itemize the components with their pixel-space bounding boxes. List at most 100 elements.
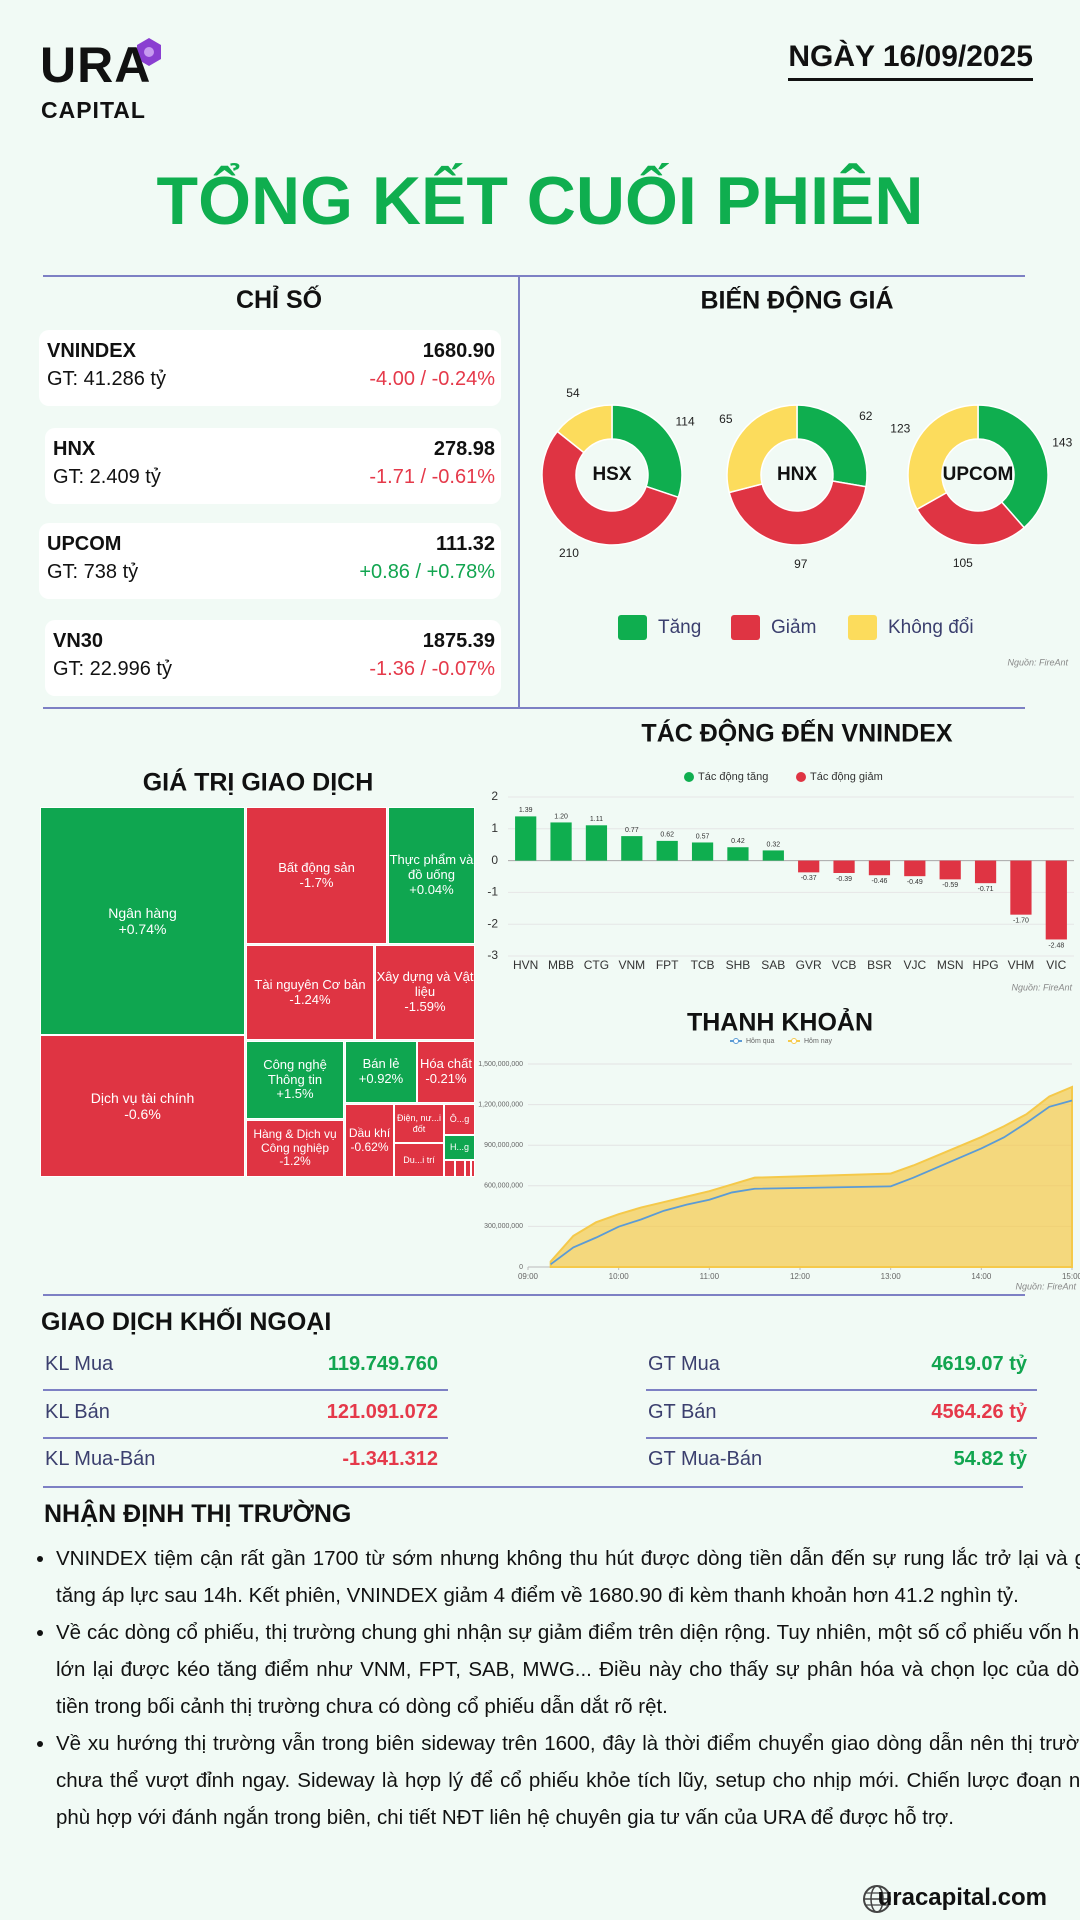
- donut-center: UPCOM: [943, 464, 1014, 485]
- tile-name: Tài nguyên Cơ bản: [254, 976, 366, 992]
- bar: [585, 825, 608, 861]
- commentary-list: VNINDEX tiệm cận rất gần 1700 từ sớm như…: [28, 1540, 1080, 1836]
- index-value: 1680.90: [422, 340, 495, 362]
- tile-name: Xây dựng và Vật liệu: [376, 969, 474, 1000]
- x-tick-label: SHB: [726, 958, 751, 972]
- y-tick-label: -1: [487, 885, 498, 899]
- tile-value: -1.2%: [279, 1154, 311, 1169]
- index-gt: GT: 738 tỷ: [47, 561, 139, 583]
- legend-dot: [733, 1038, 739, 1044]
- bar: [656, 840, 678, 861]
- foreign-label: GT Bán: [648, 1401, 717, 1423]
- bar: [833, 860, 855, 874]
- row-rule: [43, 1389, 448, 1391]
- treemap-tile: Hóa chất -0.21%: [417, 1041, 475, 1103]
- bullet: VNINDEX tiệm cận rất gần 1700 từ sớm như…: [56, 1540, 1080, 1614]
- treemap-tile: Dịch vụ tài chính -0.6%: [40, 1035, 245, 1177]
- value-label: -1.70: [1013, 918, 1029, 925]
- tile-name: Ngân hàng: [108, 904, 177, 921]
- value-label: -0.71: [978, 886, 994, 893]
- foreign-value: 119.749.760: [327, 1353, 438, 1375]
- tile-name: Công nghệ Thông tin: [263, 1056, 327, 1087]
- legend-swatch: [848, 615, 877, 640]
- index-gt: GT: 41.286 tỷ: [47, 368, 166, 390]
- bullet: Về các dòng cổ phiếu, thị trường chung g…: [56, 1614, 1080, 1725]
- treemap-tile: Xây dựng và Vật liệu -1.59%: [375, 945, 475, 1040]
- x-tick-label: MSN: [937, 958, 964, 972]
- x-tick-label: 14:00: [971, 1272, 992, 1281]
- divider: [43, 1294, 1025, 1296]
- row-rule: [43, 1437, 448, 1439]
- tile-value: -1.7%: [299, 874, 334, 890]
- donut-slice: [977, 404, 1049, 529]
- donut-center: HNX: [777, 464, 817, 485]
- index-value: 278.98: [433, 438, 495, 460]
- treemap-tile: Công nghệ Thông tin +1.5%: [246, 1041, 344, 1119]
- row-rule: [646, 1437, 1037, 1439]
- y-tick-label: 600,000,000: [484, 1183, 523, 1190]
- legend-label: Hôm nay: [804, 1038, 833, 1045]
- bar: [798, 860, 820, 873]
- treemap-tile: Điện, nư...i đốt: [394, 1104, 444, 1143]
- tile-name: Ô...g: [449, 1114, 470, 1125]
- value-label: 1.11: [590, 816, 603, 823]
- x-tick-label: VNM: [618, 958, 645, 972]
- section-title: CHỈ SỐ: [235, 286, 323, 314]
- value-label: 1.39: [519, 807, 533, 814]
- legend-dot: [791, 1038, 797, 1044]
- index-change: -4.00 / -0.24%: [369, 368, 495, 390]
- bar: [762, 850, 784, 861]
- treemap-tile: Dầu khí -0.62%: [345, 1104, 394, 1177]
- index-value: 1875.39: [422, 630, 495, 652]
- bar: [621, 836, 643, 861]
- donut-slice: [907, 404, 979, 511]
- value-label: -0.46: [871, 878, 887, 885]
- x-tick-label: HPG: [973, 958, 999, 972]
- y-tick-label: 0: [519, 1264, 523, 1271]
- legend-swatch: [731, 615, 760, 640]
- bar: [1045, 860, 1067, 940]
- x-tick-label: GVR: [796, 958, 822, 972]
- y-tick-label: 1,200,000,000: [478, 1101, 523, 1108]
- foreign-label: GT Mua: [648, 1353, 720, 1375]
- area: [549, 1085, 1073, 1268]
- x-tick-label: HVN: [513, 958, 538, 972]
- value-label: -0.49: [907, 879, 923, 886]
- value-label: 0.32: [767, 841, 781, 848]
- legend-label: Hôm qua: [746, 1038, 775, 1045]
- foreign-label: KL Mua: [45, 1353, 114, 1375]
- globe-icon: [863, 1885, 891, 1913]
- y-tick-label: 1: [491, 821, 498, 835]
- value-label: -2.48: [1048, 942, 1064, 949]
- logo-sub: CAPITAL: [41, 97, 146, 123]
- index-gt: GT: 22.996 tỷ: [53, 658, 172, 680]
- foreign-value: 121.091.072: [326, 1401, 438, 1423]
- value-label: 0.42: [731, 838, 745, 845]
- x-tick-label: SAB: [761, 958, 785, 972]
- bullet: Về xu hướng thị trường vẫn trong biên si…: [56, 1725, 1080, 1836]
- donut-slice: [915, 491, 1026, 546]
- tile-value: -0.62%: [350, 1139, 389, 1154]
- slice-label: 62: [859, 409, 873, 423]
- x-tick-label: 15:00: [1062, 1272, 1080, 1281]
- value-label: 0.77: [625, 827, 639, 834]
- index-value: 111.32: [436, 533, 495, 555]
- slice-label: 143: [1052, 435, 1072, 449]
- legend-label: Không đổi: [888, 617, 974, 638]
- tile-name: Hóa chất: [419, 1056, 473, 1072]
- source: Nguồn: FireAnt: [1015, 1281, 1076, 1291]
- tile-small: [471, 1160, 475, 1177]
- slice-label: 210: [559, 546, 579, 560]
- tile-name: Du...i trí: [403, 1154, 435, 1165]
- tile-value: -1.24%: [289, 991, 331, 1007]
- tile-name: Hàng & Dịch vụ Công nghiệp: [253, 1126, 337, 1155]
- foreign-value: 54.82 tỷ: [953, 1448, 1027, 1470]
- tile-name: Dầu khí: [348, 1125, 391, 1140]
- y-tick-label: -2: [487, 916, 498, 930]
- main-title: TỔNG KẾT CUỐI PHIÊN: [156, 163, 924, 239]
- value-label: -0.37: [801, 875, 817, 882]
- treemap-tile: Bất động sản -1.7%: [246, 807, 387, 944]
- donut-slice: [611, 404, 683, 499]
